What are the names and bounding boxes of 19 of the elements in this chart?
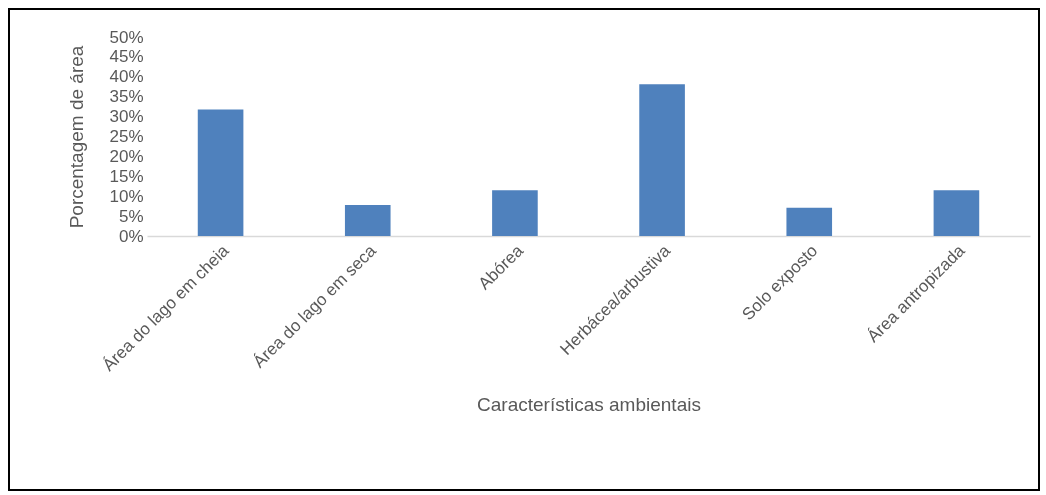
y-tick-label: 10% [109,186,144,206]
x-axis-title: Características ambientais [477,394,701,416]
y-tick-label: 20% [109,146,144,166]
y-tick-label: 50% [109,27,144,47]
y-tick-label: 30% [109,107,144,127]
y-tick-label: 45% [109,47,144,67]
y-tick-label: 35% [109,87,144,107]
bar [197,109,244,236]
y-axis-title: Porcentagem de área [66,45,88,229]
bar [344,204,391,236]
y-tick-label: 25% [109,127,144,146]
y-tick-label: 15% [109,166,144,186]
bar [933,190,980,236]
y-tick-label: 5% [118,206,144,226]
y-tick-label: 0% [118,226,144,246]
y-tick-label: 40% [109,67,144,87]
bar [639,84,685,236]
bar [492,190,538,236]
bar [786,207,833,236]
